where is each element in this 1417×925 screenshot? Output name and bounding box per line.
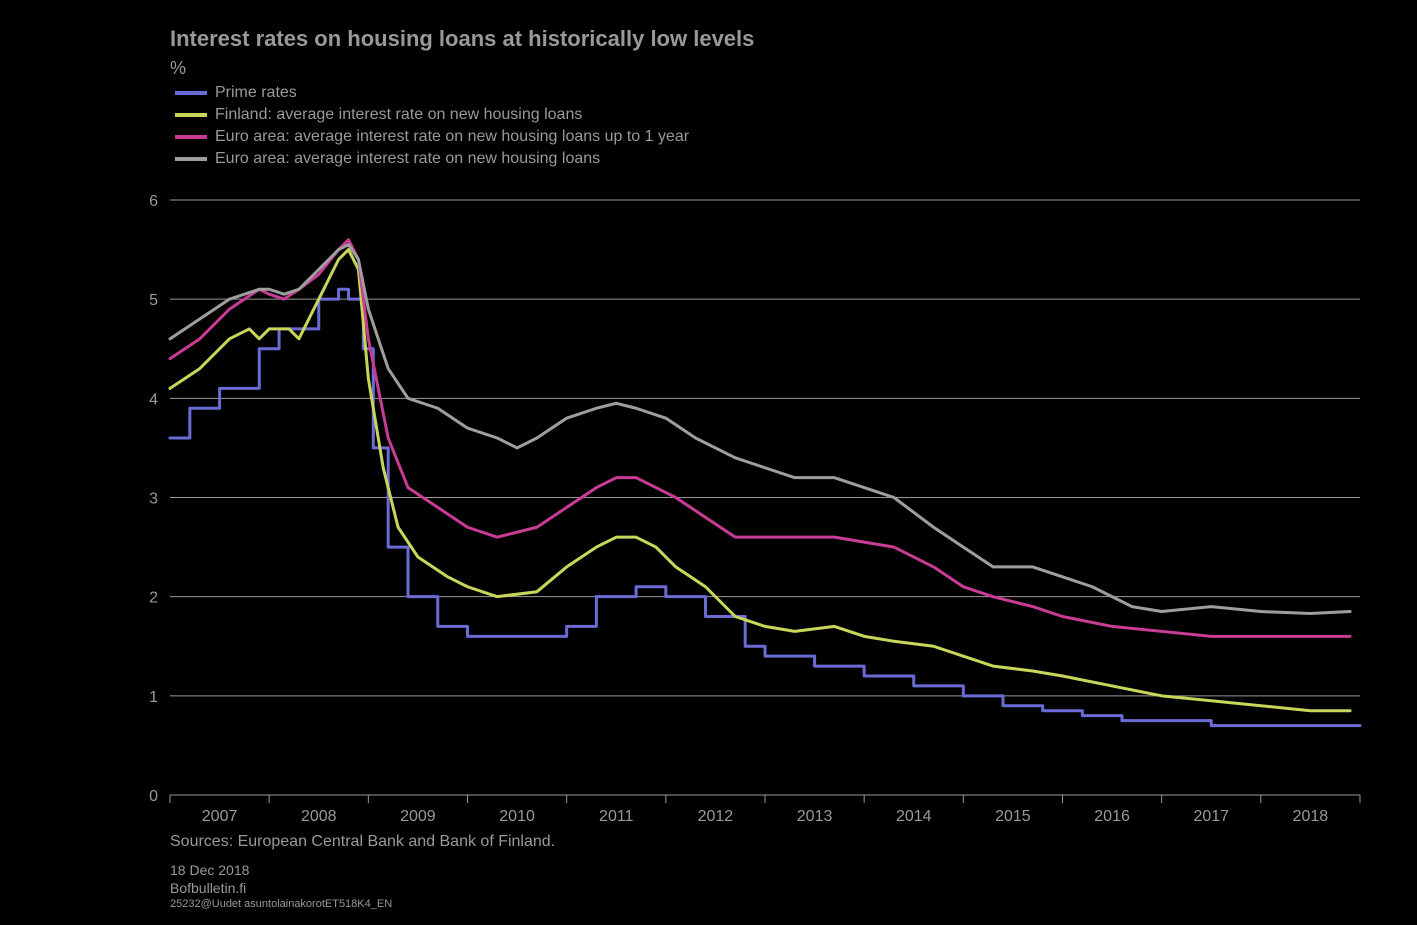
y-tick-label: 2 (149, 590, 158, 607)
chart-container: Interest rates on housing loans at histo… (0, 0, 1417, 925)
footer-ref: 25232@Uudet asuntolainakorotET518K4_EN (170, 898, 392, 911)
footer-date: 18 Dec 2018 (170, 862, 249, 879)
x-tick-label: 2010 (499, 808, 535, 825)
x-tick-label: 2007 (202, 808, 238, 825)
y-tick-label: 3 (149, 491, 158, 508)
x-tick-label: 2013 (797, 808, 833, 825)
x-tick-label: 2018 (1293, 808, 1329, 825)
x-tick-label: 2014 (896, 808, 932, 825)
series-line (170, 245, 1350, 614)
chart-source: Sources: European Central Bank and Bank … (170, 832, 555, 851)
y-tick-label: 4 (149, 391, 158, 408)
x-tick-label: 2009 (400, 808, 436, 825)
footer-site: Bofbulletin.fi (170, 880, 246, 897)
y-tick-label: 0 (149, 788, 158, 805)
x-tick-label: 2008 (301, 808, 337, 825)
y-tick-label: 5 (149, 292, 158, 309)
y-tick-label: 1 (149, 689, 158, 706)
x-tick-label: 2017 (1193, 808, 1229, 825)
y-tick-label: 6 (149, 193, 158, 210)
x-tick-label: 2012 (698, 808, 734, 825)
series-line (170, 289, 1360, 725)
x-tick-label: 2015 (995, 808, 1031, 825)
chart-plot-svg: 0 1 2 3 4 5 6 2007 2008 2009 2010 2011 2012 2013 2014 2… (0, 0, 1417, 925)
x-tick-label: 2016 (1094, 808, 1130, 825)
x-tick-label: 2011 (599, 808, 634, 825)
series-line (170, 250, 1350, 711)
